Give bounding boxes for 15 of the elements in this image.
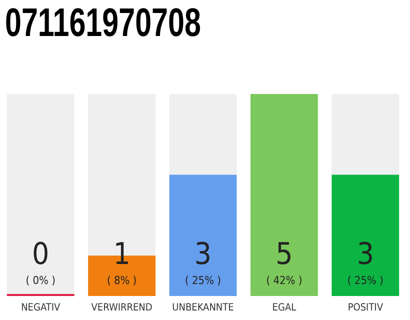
data-label: 0 — [32, 237, 50, 272]
chart-title: 071161970708 — [5, 0, 201, 46]
x-tick-label: NEGATIV — [21, 302, 61, 314]
annotation: ( 25% ) — [347, 274, 384, 287]
x-tick-label: POSITIV — [348, 302, 384, 314]
annotation: ( 25% ) — [184, 274, 222, 287]
data-label: 5 — [276, 237, 293, 272]
data-label: 3 — [194, 237, 212, 272]
x-tick-label: VERWIRREND — [91, 302, 152, 314]
x-tick-label: UNBEKANNTE — [172, 302, 234, 314]
annotation: ( 8% ) — [106, 274, 137, 287]
data-label: 3 — [356, 237, 374, 272]
annotation: ( 42% ) — [266, 274, 302, 287]
annotation: ( 0% ) — [26, 274, 56, 287]
x-tick-label: EGAL — [272, 302, 296, 314]
